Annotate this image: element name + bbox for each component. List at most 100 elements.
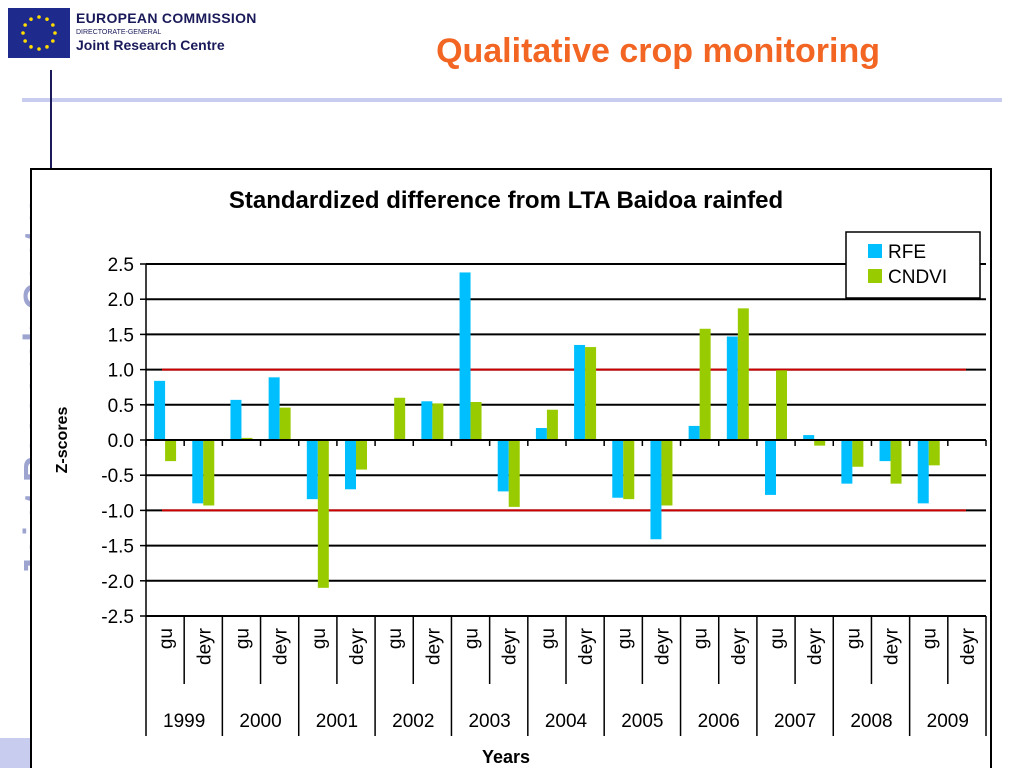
rfe-bar <box>459 272 471 440</box>
year-label: 2000 <box>239 711 281 732</box>
flag-star <box>21 31 25 35</box>
cndvi-bar <box>623 440 635 500</box>
rfe-bar <box>841 440 853 484</box>
y-tick-label: 1.0 <box>108 361 134 382</box>
rfe-bar <box>306 440 318 500</box>
cndvi-bar <box>776 370 787 440</box>
year-label: 2006 <box>698 711 740 732</box>
season-label: gu <box>767 628 788 649</box>
y-tick-label: -2.5 <box>101 607 134 628</box>
rfe-bar <box>612 440 624 498</box>
legend-label: CNDVI <box>888 267 947 288</box>
flag-star <box>29 45 33 49</box>
flag-star <box>53 31 57 35</box>
season-label: gu <box>920 628 941 649</box>
flag-star <box>51 23 55 27</box>
rfe-bar <box>535 428 547 440</box>
org-line-1: EUROPEAN COMMISSION <box>76 10 257 26</box>
y-tick-label: -2.0 <box>101 572 134 593</box>
rfe-bar <box>650 440 662 540</box>
legend-box <box>845 231 981 299</box>
season-label: deyr <box>729 627 750 665</box>
rfe-bar <box>765 440 776 495</box>
season-label: gu <box>232 628 253 649</box>
cndvi-bar <box>165 440 177 462</box>
cndvi-bar <box>852 440 864 467</box>
y-tick-label: -1.5 <box>101 537 134 558</box>
y-tick-label: 1.5 <box>108 325 134 346</box>
y-tick-label: -0.5 <box>101 466 134 487</box>
flag-star <box>37 47 41 51</box>
season-label: deyr <box>805 627 826 665</box>
flag-star <box>29 17 33 21</box>
flag-star <box>51 39 55 43</box>
rfe-bar <box>879 440 891 462</box>
legend-swatch-cndvi <box>868 269 882 283</box>
org-line-2: DIRECTORATE-GENERAL <box>76 29 162 36</box>
slide-title: Qualitative crop monitoring <box>436 32 880 70</box>
y-tick-label: 0.0 <box>108 431 134 452</box>
y-tick-label: -1.0 <box>101 501 134 522</box>
season-label: deyr <box>271 627 292 665</box>
cndvi-bar <box>203 440 215 506</box>
cndvi-bar <box>661 440 673 506</box>
rfe-bar <box>154 380 166 440</box>
legend-swatch-rfe <box>868 244 882 258</box>
rfe-bar <box>917 440 929 504</box>
rfe-bar <box>192 440 204 504</box>
organization-name: EUROPEAN COMMISSION DIRECTORATE-GENERAL … <box>76 10 276 53</box>
flag-star <box>23 23 27 27</box>
year-label: 2005 <box>621 711 663 732</box>
y-tick-label: 2.5 <box>108 255 134 276</box>
season-label: gu <box>385 628 406 649</box>
cndvi-bar <box>356 440 367 470</box>
season-label: deyr <box>500 627 521 665</box>
bottom-band <box>0 738 30 768</box>
season-label: deyr <box>194 627 215 665</box>
cndvi-bar <box>737 308 749 440</box>
cndvi-bar <box>508 440 520 507</box>
season-label: deyr <box>652 627 673 665</box>
year-label: 2009 <box>927 711 969 732</box>
season-label: deyr <box>576 627 597 665</box>
year-label: 2007 <box>774 711 816 732</box>
year-label: 2003 <box>468 711 510 732</box>
rfe-bar <box>803 435 815 440</box>
year-label: 2004 <box>545 711 588 732</box>
cndvi-bar <box>394 397 406 440</box>
year-label: 1999 <box>163 711 205 732</box>
season-label: deyr <box>882 627 903 665</box>
season-label: gu <box>843 628 864 649</box>
side-divider <box>50 70 52 170</box>
legend-label: RFE <box>888 242 926 263</box>
x-axis-label: Years <box>482 747 530 767</box>
season-label: gu <box>309 628 330 649</box>
rfe-bar <box>497 440 509 492</box>
rfe-bar <box>230 399 242 440</box>
cndvi-bar <box>890 440 902 484</box>
header-divider <box>22 98 1002 102</box>
season-label: deyr <box>958 627 979 665</box>
season-label: deyr <box>423 627 444 665</box>
season-label: gu <box>614 628 635 649</box>
cndvi-bar <box>241 437 253 440</box>
cndvi-bar <box>317 440 329 588</box>
cndvi-bar <box>279 407 291 440</box>
cndvi-bar <box>814 440 826 446</box>
cndvi-bar <box>585 347 597 440</box>
y-tick-label: 0.5 <box>108 396 134 417</box>
rfe-bar <box>268 377 280 440</box>
rfe-bar <box>688 425 700 440</box>
rfe-bar <box>726 336 738 440</box>
season-label: gu <box>538 628 559 649</box>
year-label: 2008 <box>850 711 892 732</box>
org-line-3: Joint Research Centre <box>76 37 225 53</box>
chart-frame: Standardized difference from LTA Baidoa … <box>30 168 992 768</box>
cndvi-bar <box>432 403 444 440</box>
year-label: 2002 <box>392 711 434 732</box>
season-label: gu <box>462 628 483 649</box>
bar-chart: Standardized difference from LTA Baidoa … <box>54 187 987 767</box>
rfe-bar <box>345 440 356 490</box>
flag-star <box>23 39 27 43</box>
cndvi-bar <box>470 401 482 440</box>
